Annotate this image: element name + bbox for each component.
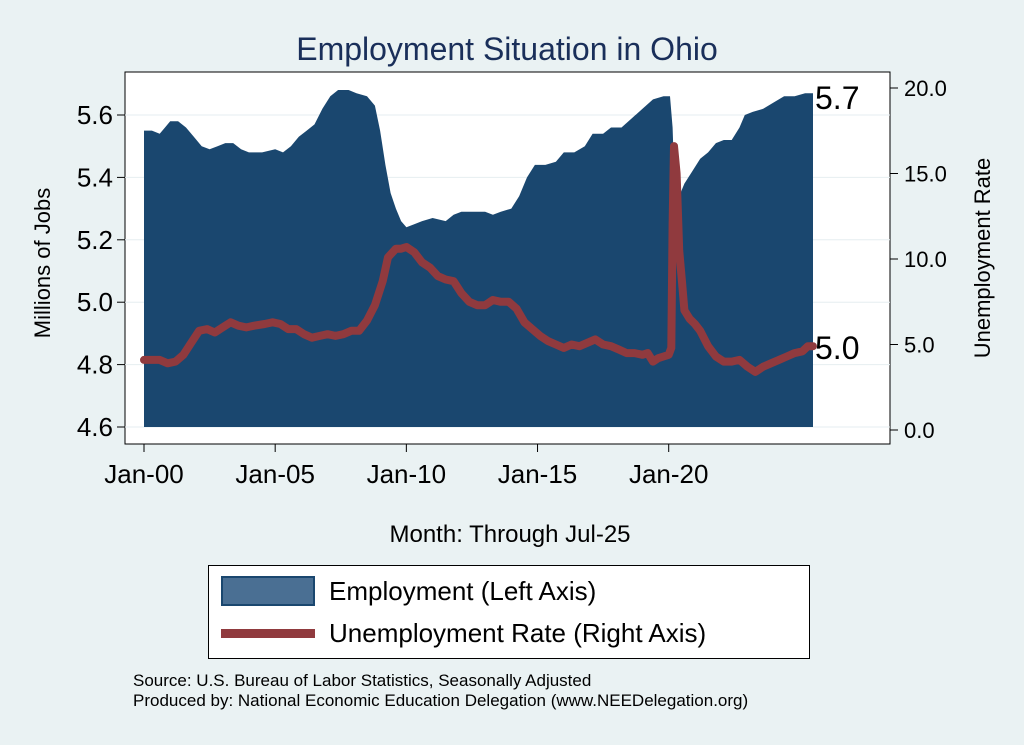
x-tick-label: Jan-15: [498, 459, 578, 489]
source-note: Source: U.S. Bureau of Labor Statistics,…: [133, 671, 748, 711]
unemployment-swatch: [221, 628, 315, 638]
axes: 4.6 4.8 5.0 5.2 5.4 5.6 0.0 5.0 10.0 15.0 20.0 Jan-…: [77, 76, 947, 489]
y-left-tick-label: 4.8: [77, 350, 113, 380]
employment-swatch: [221, 576, 315, 606]
legend: Employment (Left Axis) Unemployment Rate…: [208, 565, 810, 659]
chart-title: Employment Situation in Ohio: [296, 31, 718, 67]
y-right-axis-label: Unemployment Rate: [970, 158, 995, 359]
x-tick-label: Jan-10: [367, 459, 447, 489]
source-line: Source: U.S. Bureau of Labor Statistics,…: [133, 671, 592, 690]
y-left-tick-label: 5.0: [77, 287, 113, 317]
legend-label-employment: Employment (Left Axis): [329, 575, 597, 606]
y-right-tick-label: 15.0: [904, 162, 947, 187]
y-left-tick-label: 4.6: [77, 412, 113, 442]
y-left-tick-label: 5.4: [77, 162, 113, 192]
chart-canvas: Employment Situation in Ohio 4.6 4.8 5.0 5.…: [30, 31, 995, 548]
y-right-tick-label: 20.0: [904, 76, 947, 101]
y-left-axis-label: Millions of Jobs: [30, 188, 55, 338]
legend-item-employment: Employment (Left Axis): [221, 576, 596, 606]
legend-item-unemployment: Unemployment Rate (Right Axis): [221, 618, 706, 648]
y-right-tick-label: 5.0: [904, 333, 935, 358]
employment-area: [144, 90, 813, 427]
x-tick-label: Jan-05: [235, 459, 315, 489]
x-tick-label: Jan-20: [629, 459, 709, 489]
x-axis-label: Month: Through Jul-25: [389, 521, 630, 548]
legend-label-unemployment: Unemployment Rate (Right Axis): [329, 617, 707, 648]
y-right-tick-label: 10.0: [904, 247, 947, 272]
y-left-tick-label: 5.2: [77, 225, 113, 255]
unemployment-end-label: 5.0: [815, 330, 859, 366]
y-left-tick-label: 5.6: [77, 100, 113, 130]
y-right-tick-label: 0.0: [904, 418, 935, 443]
x-tick-label: Jan-00: [104, 459, 184, 489]
unemployment-line: [140, 142, 817, 376]
producer-line: Produced by: National Economic Education…: [133, 691, 749, 710]
employment-end-label: 5.7: [815, 80, 859, 116]
